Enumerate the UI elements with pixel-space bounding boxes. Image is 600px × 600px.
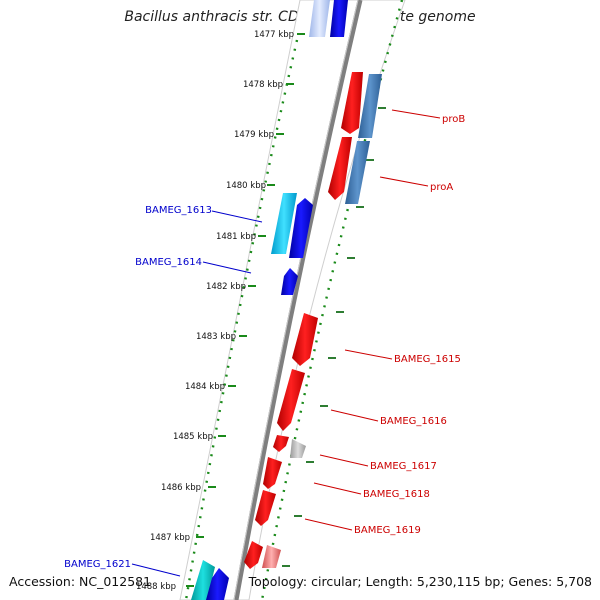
gene-label-BAMEG_1613: BAMEG_1613 xyxy=(145,205,212,216)
ruler-label: 1486 kbp xyxy=(161,483,201,493)
ruler-label: 1485 kbp xyxy=(173,432,213,442)
gene-cyan xyxy=(271,193,297,254)
ruler-ticks xyxy=(186,33,305,587)
ruler-label: 1478 kbp xyxy=(243,80,283,90)
ruler-label: 1482 kbp xyxy=(206,282,246,292)
gene-BAMEG_1619-forward xyxy=(255,490,276,526)
gene-pink-bottom xyxy=(262,545,281,568)
ruler-label: 1483 kbp xyxy=(196,332,236,342)
ruler-label: 1479 kbp xyxy=(234,130,274,140)
gene-BAMEG_1614-reverse xyxy=(281,268,298,295)
gene-BAMEG_1617-forward xyxy=(273,435,289,452)
gene-label-BAMEG_1619: BAMEG_1619 xyxy=(354,525,421,536)
gene-pale xyxy=(309,0,330,37)
gene-BAMEG_1618-forward xyxy=(263,457,282,489)
topology-text: Topology: circular; Length: 5,230,115 bp… xyxy=(248,574,592,589)
gene-BAMEG_1616-forward xyxy=(277,369,305,431)
gene-label-BAMEG_1617: BAMEG_1617 xyxy=(370,461,437,472)
feature-ticks xyxy=(282,107,386,567)
gene-label-proA: proA xyxy=(430,182,453,193)
gene-label-BAMEG_1621: BAMEG_1621 xyxy=(64,559,131,570)
backbone-highlight xyxy=(233,0,359,600)
accession-text: Accession: NC_012581 xyxy=(9,574,152,589)
gene-label-BAMEG_1615: BAMEG_1615 xyxy=(394,354,461,365)
backbone xyxy=(233,0,363,600)
ruler-label: 1480 kbp xyxy=(226,181,266,191)
ruler-label: 1477 kbp xyxy=(254,30,294,40)
gene-BAMEG_1613-reverse xyxy=(289,198,313,258)
ruler-label: 1487 kbp xyxy=(150,533,190,543)
ruler-label: 1488 kbp xyxy=(136,582,176,592)
gene-proA-forward xyxy=(328,137,352,200)
gene-BAMEG_1615-forward xyxy=(292,313,318,366)
gene-label-BAMEG_1616: BAMEG_1616 xyxy=(380,416,447,427)
gene-proB-forward xyxy=(341,72,363,134)
gene-blue-top xyxy=(330,0,348,37)
ruler-label: 1481 kbp xyxy=(216,232,256,242)
gene-steel-1 xyxy=(358,74,382,138)
gene-label-proB: proB xyxy=(442,114,465,125)
ruler-label: 1484 kbp xyxy=(185,382,225,392)
leader-lines xyxy=(131,109,441,577)
gene-red-bottom xyxy=(244,541,263,569)
gene-label-BAMEG_1614: BAMEG_1614 xyxy=(135,257,202,268)
gene-steel-2 xyxy=(345,141,370,204)
gene-BAMEG_1621-reverse xyxy=(206,568,229,600)
gene-BAMEG_1617-pseudo xyxy=(290,439,306,458)
gene-label-BAMEG_1618: BAMEG_1618 xyxy=(363,489,430,500)
